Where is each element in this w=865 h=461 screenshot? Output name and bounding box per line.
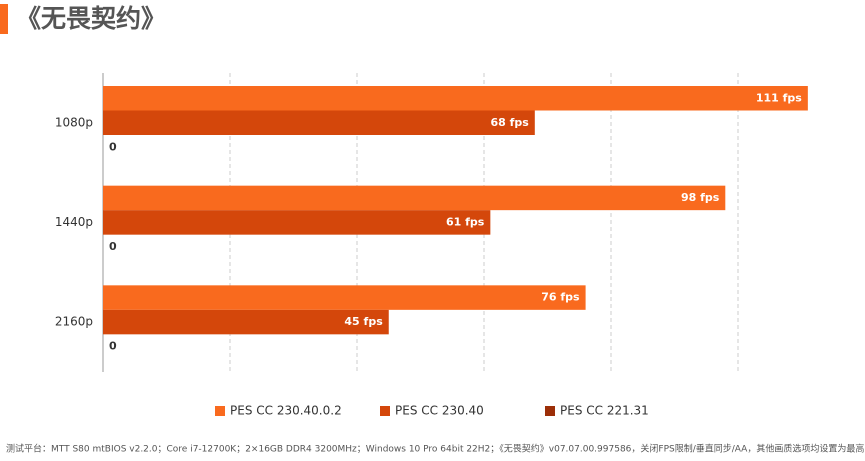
- legend-swatch: [545, 406, 555, 416]
- legend-swatch: [215, 406, 225, 416]
- bar: [103, 110, 535, 135]
- value-label: 98 fps: [681, 191, 720, 204]
- legend-label: PES CC 230.40.0.2: [230, 404, 342, 418]
- value-label: 61 fps: [446, 215, 485, 228]
- legend-label: PES CC 230.40: [395, 404, 484, 418]
- bar: [103, 309, 389, 335]
- legend-swatch: [380, 406, 390, 416]
- value-label: 0: [109, 240, 117, 253]
- value-label: 76 fps: [541, 291, 580, 304]
- value-label: 111 fps: [756, 91, 802, 104]
- value-label: 45 fps: [344, 315, 383, 328]
- footnote: 测试平台：MTT S80 mtBIOS v2.2.0；Core i7-12700…: [6, 443, 864, 455]
- bar: [103, 185, 726, 211]
- bar: [103, 86, 808, 111]
- value-label: 0: [109, 140, 117, 153]
- y-tick-label: 1440p: [55, 215, 93, 229]
- legend-label: PES CC 221.31: [560, 404, 649, 418]
- chart-title: 《无畏契约》: [16, 4, 166, 33]
- value-label: 68 fps: [490, 116, 529, 129]
- bar: [103, 285, 586, 310]
- y-tick-label: 1080p: [55, 115, 93, 129]
- y-tick-label: 2160p: [55, 315, 93, 329]
- title-marker: [0, 4, 8, 34]
- value-label: 0: [109, 340, 117, 353]
- bar: [103, 210, 491, 235]
